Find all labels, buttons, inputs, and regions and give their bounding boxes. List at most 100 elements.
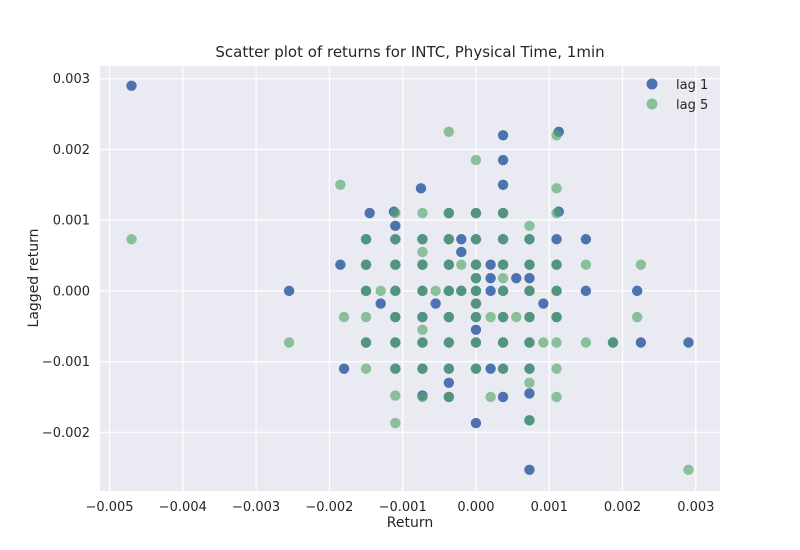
- lag5-point: [126, 234, 137, 245]
- lag1-point: [497, 391, 509, 403]
- lag5-point: [470, 207, 482, 219]
- legend-marker-lag5: [646, 98, 658, 110]
- lag5-point: [683, 464, 694, 475]
- lag5-point: [470, 234, 482, 245]
- lag5-point: [360, 285, 372, 297]
- data-points: [126, 80, 694, 475]
- lag5-point: [443, 126, 455, 137]
- lag5-point: [470, 272, 482, 284]
- lag5-point: [524, 337, 535, 348]
- lag1-point: [524, 464, 535, 475]
- y-tick-label: −0.002: [42, 426, 90, 441]
- lag5-point: [470, 337, 482, 348]
- lag1-point: [497, 130, 509, 141]
- lag1-point: [470, 417, 482, 429]
- y-axis-label: Lagged return: [26, 229, 42, 328]
- lag5-point: [470, 363, 482, 374]
- lag5-point: [551, 207, 562, 219]
- lag5-point: [360, 259, 372, 270]
- lag5-point: [524, 311, 535, 323]
- x-tick-label: 0.000: [457, 500, 494, 515]
- legend-label-lag1: lag 1: [676, 78, 708, 93]
- lag1-point: [485, 272, 496, 284]
- lag5-point: [524, 363, 535, 374]
- lag5-point: [417, 246, 428, 258]
- lag1-point: [631, 285, 643, 297]
- legend-label-lag5: lag 5: [676, 98, 708, 113]
- lag5-point: [551, 259, 562, 270]
- lag5-point: [497, 259, 509, 270]
- lag5-point: [524, 415, 535, 426]
- lag1-point: [485, 285, 496, 297]
- lag5-point: [443, 285, 455, 297]
- lag5-point: [417, 391, 428, 403]
- x-tick-label: −0.003: [232, 500, 280, 515]
- lag5-point: [417, 363, 428, 374]
- lag5-point: [631, 311, 643, 323]
- lag5-point: [551, 311, 562, 323]
- lag5-point: [390, 390, 401, 401]
- lag1-point: [430, 298, 441, 309]
- lag1-point: [551, 234, 562, 245]
- lag5-point: [390, 363, 401, 374]
- lag5-point: [485, 391, 496, 403]
- lag1-point: [415, 183, 427, 194]
- plot-background: [100, 66, 720, 491]
- y-tick-label: −0.001: [42, 355, 90, 370]
- lag5-point: [443, 259, 455, 270]
- lag5-point: [470, 298, 482, 309]
- lag1-point: [524, 388, 535, 399]
- lag1-point: [485, 363, 496, 374]
- y-tick-label: 0.003: [53, 72, 90, 87]
- lag1-point: [364, 207, 375, 219]
- x-tick-label: 0.003: [677, 500, 714, 515]
- lag5-point: [497, 363, 509, 374]
- lag5-point: [551, 363, 562, 374]
- lag5-point: [497, 234, 509, 245]
- lag1-point: [456, 246, 467, 258]
- lag1-point: [283, 285, 295, 297]
- lag5-point: [456, 285, 467, 297]
- lag5-point: [390, 234, 401, 245]
- lag1-point: [524, 272, 535, 284]
- lag5-point: [417, 285, 428, 297]
- lag5-point: [524, 234, 535, 245]
- lag5-point: [551, 285, 562, 297]
- lag5-point: [511, 311, 522, 323]
- x-axis-label: Return: [387, 515, 433, 531]
- lag5-point: [607, 337, 619, 348]
- lag5-point: [470, 154, 482, 166]
- lag1-point: [126, 80, 137, 92]
- lag1-point: [456, 234, 467, 245]
- lag5-point: [443, 391, 455, 403]
- lag5-point: [443, 363, 455, 374]
- lag1-point: [375, 298, 386, 309]
- lag5-point: [335, 179, 346, 190]
- y-tick-labels: −0.002 −0.001 0.000 0.001 0.002 0.003: [42, 72, 90, 441]
- lag5-point: [551, 391, 562, 403]
- lag1-point: [580, 285, 592, 297]
- lag5-point: [390, 417, 401, 429]
- legend: lag 1 lag 5: [646, 78, 708, 113]
- lag5-point: [417, 311, 428, 323]
- lag5-point: [360, 337, 372, 348]
- lag5-point: [497, 311, 509, 323]
- y-tick-label: 0.002: [53, 143, 90, 158]
- lag1-point: [538, 298, 549, 309]
- lag1-point: [683, 337, 694, 348]
- lag5-point: [470, 311, 482, 323]
- lag5-point: [390, 207, 401, 219]
- lag5-point: [443, 337, 455, 348]
- lag5-point: [580, 337, 592, 348]
- lag5-point: [524, 285, 535, 297]
- lag5-point: [360, 363, 372, 374]
- lag5-point: [417, 234, 428, 245]
- lag1-point: [511, 272, 522, 284]
- lag5-point: [497, 337, 509, 348]
- lag1-point: [580, 234, 592, 245]
- lag5-point: [524, 220, 535, 232]
- lag1-point: [470, 324, 482, 335]
- lag5-point: [443, 207, 455, 219]
